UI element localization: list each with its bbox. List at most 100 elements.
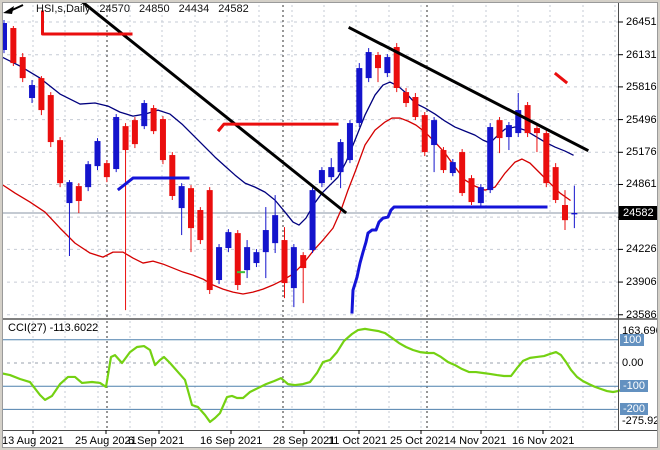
candle-bull: [356, 68, 363, 124]
candle-bull: [309, 190, 316, 251]
candle-bull: [66, 182, 73, 204]
blue-support-1: [116, 176, 190, 192]
chart-title: HSI,s,Daily 24570 24850 24434 24582: [2, 2, 249, 16]
candle-bear: [543, 133, 550, 184]
price-tick-label: 24861: [626, 178, 657, 191]
blue-trailing-step: [350, 205, 548, 314]
current-price-box: 24582: [619, 205, 660, 220]
candle-bear: [169, 155, 176, 197]
cci-tick-label: -100: [620, 380, 649, 392]
candle-bear: [300, 255, 307, 269]
candle-bull: [85, 164, 92, 188]
candle-bull: [29, 85, 36, 99]
red-resistance-1: [41, 10, 133, 36]
time-tick-label: 4 Nov 2021: [450, 435, 507, 447]
time-tick-label: 16 Sep 2021: [200, 435, 263, 447]
candle-bear: [562, 205, 568, 221]
symbol-label: HSI,s,Daily: [36, 3, 91, 15]
time-tick-label: 25 Oct 2021: [390, 435, 450, 447]
candle-bear: [19, 57, 26, 79]
high-value: 24850: [139, 3, 170, 15]
candle-bear: [159, 119, 166, 161]
candle-bull: [1, 23, 7, 50]
candle-bull: [515, 110, 522, 134]
current-price-value: 24582: [623, 206, 654, 219]
time-tick-label: 6 Sep 2021: [128, 435, 185, 447]
candle-bull: [94, 141, 101, 167]
cci-tick-label: 100: [620, 334, 645, 346]
candle-bull: [141, 103, 148, 127]
candle-bull: [113, 117, 120, 170]
candle-bull: [328, 167, 335, 178]
price-tick-label: 23906: [626, 276, 657, 289]
candle-bear: [281, 240, 288, 284]
candle-bear: [38, 78, 45, 111]
indicator-value: -113.6022: [49, 322, 99, 334]
trendline-2: [347, 26, 590, 153]
candle-bull: [449, 162, 456, 174]
candle-bear: [375, 55, 381, 69]
candle-bull: [244, 247, 251, 271]
cci-tick-label: 0.00: [622, 357, 644, 369]
candle-bull: [318, 170, 325, 184]
candle-bull: [365, 52, 372, 79]
price-tick-label: 25496: [626, 113, 657, 126]
trendline-1: [77, 0, 348, 215]
time-tick-label: 25 Aug 2021: [75, 435, 137, 447]
candle-bear: [47, 95, 54, 143]
candle-bull: [384, 57, 391, 74]
open-value: 24570: [99, 3, 130, 15]
price-tick-label: 25176: [626, 146, 657, 159]
candle-bear: [459, 152, 466, 194]
close-value: 24582: [218, 3, 249, 15]
indicator-name: CCI(27): [8, 322, 47, 334]
candle-bear: [197, 210, 204, 241]
candle-bull: [431, 120, 438, 146]
time-tick-label: 28 Sep 2021: [273, 435, 336, 447]
candle-bear: [496, 120, 503, 139]
candle-bear: [75, 186, 82, 202]
candle-bear: [552, 167, 559, 201]
candle-bear: [440, 150, 447, 171]
candle-bear: [421, 115, 428, 153]
candle-bear: [131, 120, 138, 145]
cci-tick-label: -200: [620, 403, 649, 415]
candle-bull: [571, 212, 578, 215]
candle-bear: [188, 188, 194, 229]
candle-bull: [346, 123, 353, 161]
red-dash: [553, 71, 569, 85]
candle-bear: [533, 128, 540, 134]
candle-bull: [272, 215, 279, 244]
price-tick-label: 26131: [626, 48, 657, 61]
candle-bear: [10, 28, 17, 64]
candle-bull: [505, 125, 512, 138]
candle-bull: [262, 230, 269, 253]
price-tick-label: 26451: [626, 16, 657, 28]
low-value: 24434: [178, 3, 210, 15]
candle-bull: [290, 247, 297, 289]
time-tick-label: 13 Aug 2021: [2, 435, 64, 447]
ma-blue-line: [0, 55, 574, 226]
candle-bear: [468, 178, 475, 203]
price-tick-label: 24226: [626, 243, 657, 256]
candle-bull: [225, 232, 232, 249]
red-resistance-2: [216, 122, 339, 133]
candle-bear: [206, 190, 213, 291]
indicator-label: CCI(27) -113.6022: [8, 322, 98, 334]
candle-bear: [393, 47, 400, 89]
candle-bull: [253, 252, 260, 264]
price-tick-label: 23586: [626, 308, 657, 321]
cci-line: [0, 327, 625, 424]
candle-bull: [477, 187, 484, 204]
candle-bear: [150, 108, 157, 132]
candle-bear: [122, 126, 129, 151]
candle-bear: [103, 163, 110, 178]
candle-bear: [412, 97, 419, 118]
time-tick-label: 11 Oct 2021: [328, 435, 388, 447]
candle-bear: [57, 140, 64, 184]
candle-bull: [216, 247, 223, 281]
candle-bull: [487, 127, 494, 191]
time-tick-label: 16 Nov 2021: [512, 435, 575, 447]
